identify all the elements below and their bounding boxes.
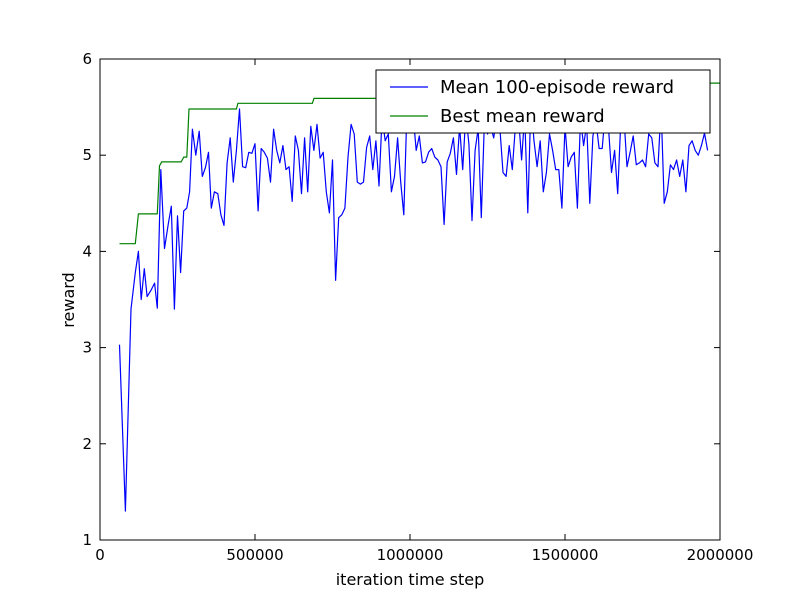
legend-label: Best mean reward [440,106,605,127]
y-tick-label: 2 [82,435,92,453]
x-axis-label: iteration time step [336,570,485,589]
x-tick-label: 1500000 [532,546,599,564]
x-tick-label: 0 [95,546,105,564]
y-tick-label: 4 [82,242,92,260]
y-axis-label: reward [59,272,78,327]
legend-box [375,69,711,134]
plot-background [100,59,720,540]
legend-label: Mean 100-episode reward [440,77,674,98]
x-tick-label: 2000000 [687,546,754,564]
x-tick-label: 500000 [226,546,283,564]
series-line-best-mean-reward [119,82,720,245]
y-tick-label: 1 [82,531,92,549]
axes-layer: 0 500000 1000000 1500000 2000000 1 2 3 4 5 6 [82,50,753,564]
series-line-mean-reward [118,87,709,512]
legend: Mean 100-episode reward Best mean reward [375,69,711,134]
y-tick-label: 5 [82,146,92,164]
y-tick-label: 3 [82,339,92,357]
plot-area [100,59,720,540]
series-layer [118,82,720,512]
x-tick-label: 1000000 [377,546,444,564]
y-tick-label: 6 [82,50,92,68]
